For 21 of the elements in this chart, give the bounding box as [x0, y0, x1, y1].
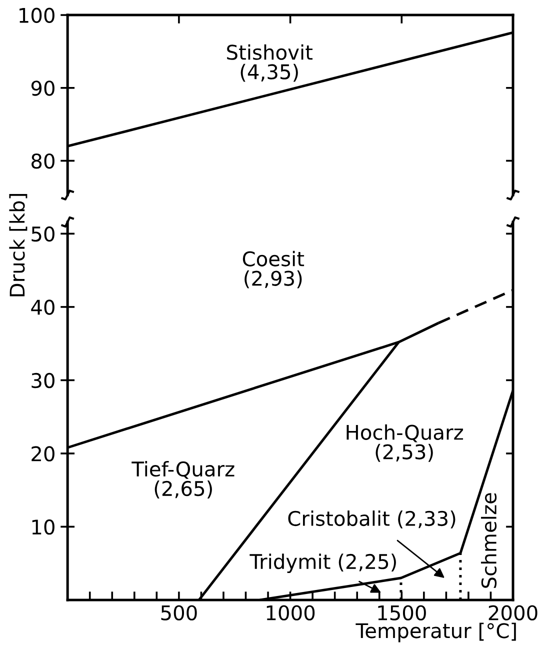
- annotation: Stishovit (4,35): [227, 44, 313, 82]
- y-tick-label: 20: [32, 446, 54, 462]
- y-tick-label: 80: [32, 153, 54, 169]
- x-axis-title: Temperatur [°C]: [356, 622, 516, 642]
- y-tick-label: 30: [32, 372, 54, 388]
- annotation: Tridymit (2,25): [250, 554, 396, 574]
- y-axis-title: Druck [kb]: [9, 194, 28, 296]
- x-tick-label: 500: [161, 605, 197, 620]
- x-tick-label: 1500: [378, 605, 426, 620]
- annotation: Schmelze: [480, 493, 497, 588]
- annotation: Cristobalit (2,33): [288, 510, 456, 528]
- y-tick-label: 50: [32, 226, 54, 242]
- y-tick-label: 90: [31, 80, 54, 96]
- y-tick-label: 40: [31, 300, 54, 315]
- annotation: Coesit (2,93): [242, 250, 304, 288]
- y-tick-label: 10: [32, 519, 54, 535]
- annotation: Hoch-Quarz (2,53): [346, 424, 464, 462]
- x-tick-label: 2000: [488, 605, 538, 620]
- y-tick-label: 100: [20, 8, 54, 23]
- x-tick-label: 1000: [266, 605, 315, 620]
- annotation: Tief-Quarz (2,65): [132, 461, 234, 498]
